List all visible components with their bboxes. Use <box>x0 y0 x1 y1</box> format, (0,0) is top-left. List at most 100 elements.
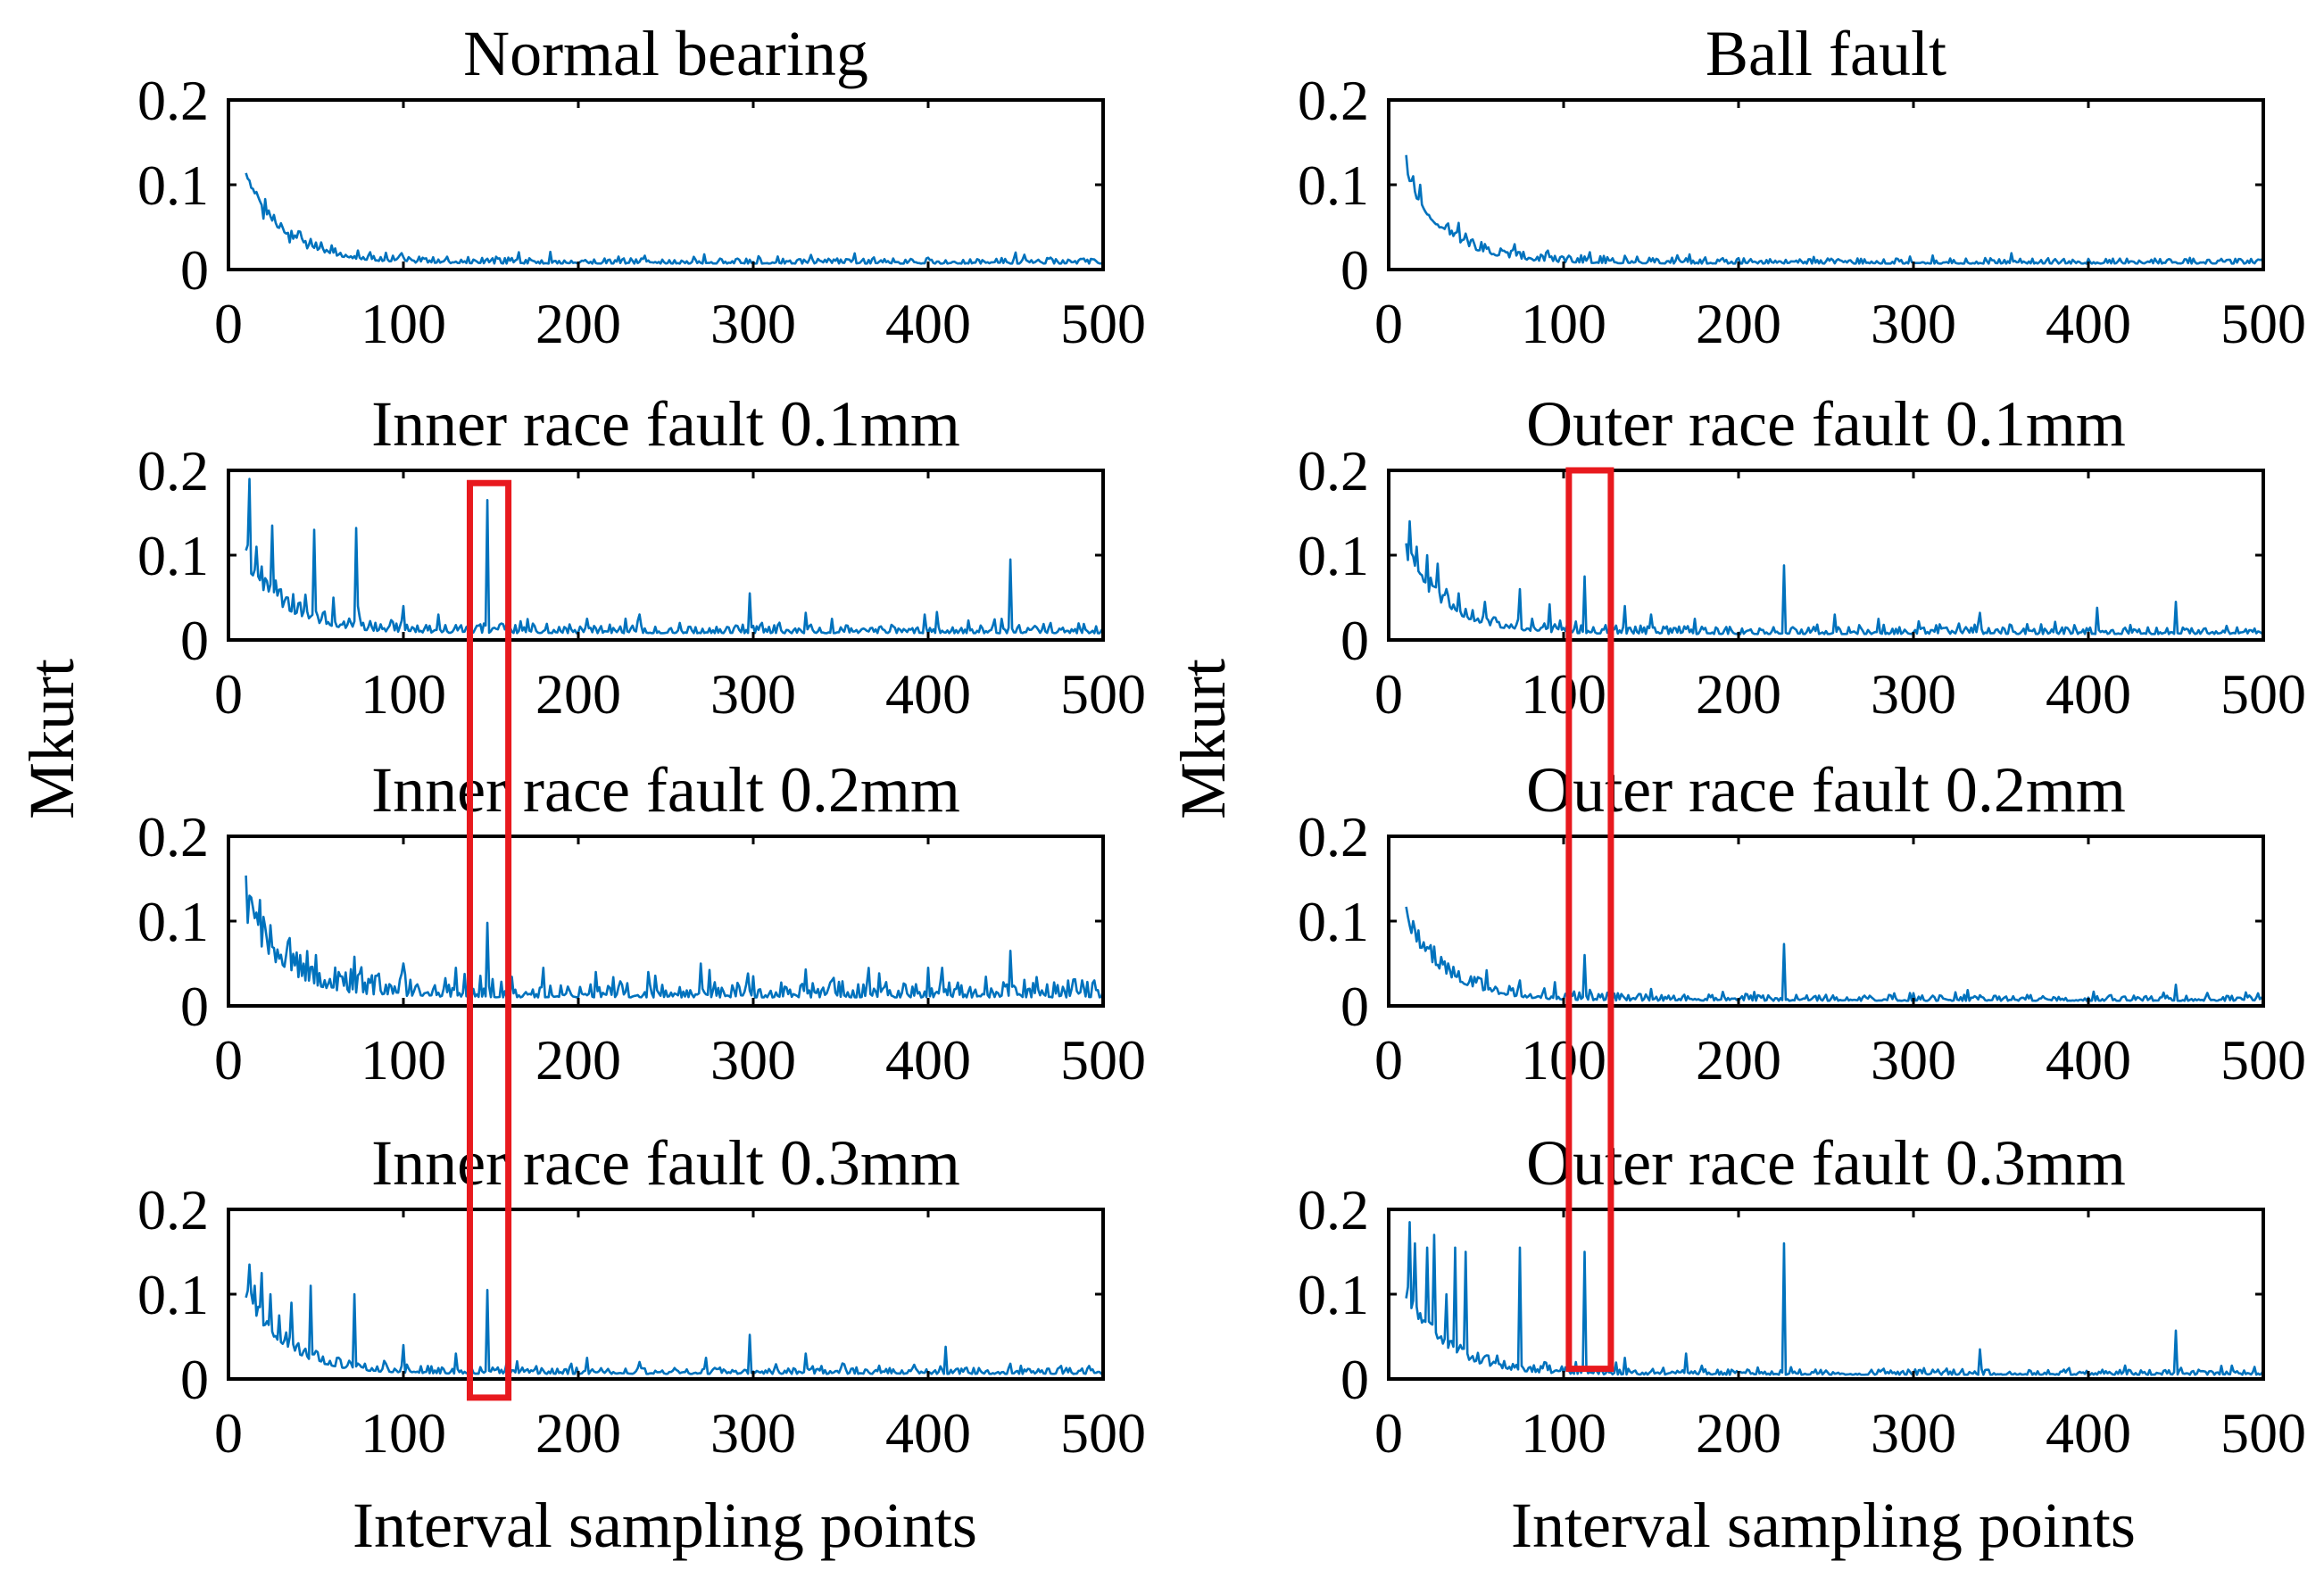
x-tick-label: 200 <box>1696 662 1781 726</box>
x-tick-label: 0 <box>214 1401 243 1465</box>
x-tick-label: 300 <box>710 1028 796 1092</box>
x-tick-label: 300 <box>710 292 796 355</box>
y-tick-label: 0.2 <box>137 69 209 132</box>
data-series-line <box>1405 154 2265 265</box>
x-tick-label: 0 <box>1374 292 1403 355</box>
x-tick-label: 500 <box>2220 1401 2306 1465</box>
data-series-line <box>1405 906 2265 1002</box>
x-tick-label: 200 <box>1696 1401 1781 1465</box>
data-series-line <box>245 172 1104 265</box>
y-tick-label: 0.2 <box>1298 805 1369 868</box>
right-ylabel: Mkurt <box>1167 659 1239 819</box>
x-tick-label: 400 <box>2046 662 2131 726</box>
subplot-outer01: Outer race fault 0.1mm 0 100 200 300 400 500 0 0… <box>1298 388 2306 726</box>
x-tick-label: 0 <box>1374 1401 1403 1465</box>
x-tick-label: 200 <box>1696 1028 1781 1092</box>
y-tick-label: 0.2 <box>1298 1178 1369 1242</box>
x-tick-label: 200 <box>535 292 621 355</box>
data-series-line <box>245 1263 1104 1375</box>
x-tick-label: 300 <box>1871 1401 1956 1465</box>
y-tick-label: 0 <box>180 238 209 302</box>
y-tick-label: 0.1 <box>137 890 209 953</box>
subplot-title: Inner race fault 0.1mm <box>371 388 960 460</box>
subplot-outer03: Outer race fault 0.3mm 0 100 200 300 400 500 0 0… <box>1298 1127 2306 1465</box>
x-tick-label: 100 <box>1521 1028 1606 1092</box>
y-tick-label: 0.2 <box>137 1178 209 1242</box>
y-tick-label: 0.1 <box>137 154 209 217</box>
subplot-inner01: Inner race fault 0.1mm 0 100 200 300 400 500 0 0… <box>137 388 1146 726</box>
highlight-boxes <box>466 467 1614 1401</box>
x-tick-label: 500 <box>1060 292 1146 355</box>
data-series-line <box>1405 1220 2265 1376</box>
x-tick-label: 100 <box>361 292 446 355</box>
y-tick-label: 0.1 <box>1298 524 1369 587</box>
y-tick-label: 0.1 <box>1298 890 1369 953</box>
y-tick-label: 0.1 <box>1298 1263 1369 1326</box>
subplot-title: Outer race fault 0.1mm <box>1526 388 2126 460</box>
x-tick-label: 200 <box>535 1401 621 1465</box>
x-tick-label: 100 <box>1521 292 1606 355</box>
x-tick-label: 500 <box>1060 662 1146 726</box>
y-tick-label: 0 <box>180 975 209 1038</box>
x-tick-label: 100 <box>361 1401 446 1465</box>
x-tick-label: 0 <box>214 662 243 726</box>
highlight-box-right <box>1565 467 1614 1373</box>
y-tick-label: 0 <box>1340 1348 1369 1411</box>
x-tick-label: 500 <box>2220 292 2306 355</box>
x-tick-label: 100 <box>361 1028 446 1092</box>
x-tick-label: 400 <box>2046 1401 2131 1465</box>
x-tick-label: 100 <box>1521 1401 1606 1465</box>
x-tick-label: 500 <box>1060 1401 1146 1465</box>
x-tick-label: 300 <box>1871 292 1956 355</box>
x-tick-label: 400 <box>2046 292 2131 355</box>
x-tick-label: 0 <box>1374 1028 1403 1092</box>
x-tick-label: 200 <box>535 1028 621 1092</box>
left-xlabel: Interval sampling points <box>353 1490 977 1561</box>
data-series-line <box>1405 519 2264 635</box>
y-tick-label: 0.2 <box>1298 439 1369 502</box>
y-tick-label: 0.1 <box>137 524 209 587</box>
subplot-title: Inner race fault 0.3mm <box>371 1127 960 1199</box>
subplot-ball: Ball fault 0 100 200 300 400 500 0 0.1 0.2 <box>1298 18 2306 355</box>
x-tick-label: 400 <box>885 662 971 726</box>
x-tick-label: 500 <box>2220 1028 2306 1092</box>
x-tick-label: 0 <box>214 292 243 355</box>
x-tick-label: 200 <box>1696 292 1781 355</box>
data-series-line <box>245 478 1105 635</box>
x-tick-label: 300 <box>710 662 796 726</box>
y-tick-label: 0.2 <box>137 439 209 502</box>
left-ylabel: Mkurt <box>16 659 87 819</box>
highlight-box-left <box>466 479 512 1401</box>
y-tick-label: 0.2 <box>137 805 209 868</box>
x-tick-label: 400 <box>2046 1028 2131 1092</box>
y-tick-label: 0.1 <box>1298 154 1369 217</box>
y-tick-label: 0.1 <box>137 1263 209 1326</box>
y-tick-label: 0 <box>1340 975 1369 1038</box>
x-tick-label: 400 <box>885 1028 971 1092</box>
x-tick-label: 400 <box>885 292 971 355</box>
x-tick-label: 0 <box>214 1028 243 1092</box>
right-xlabel: Interval sampling points <box>1511 1490 2136 1561</box>
x-tick-label: 100 <box>361 662 446 726</box>
x-tick-label: 300 <box>1871 1028 1956 1092</box>
x-tick-label: 300 <box>1871 662 1956 726</box>
subplot-outer02: Outer race fault 0.2mm 0 100 200 300 400 500 0 0… <box>1298 754 2306 1092</box>
x-tick-label: 500 <box>1060 1028 1146 1092</box>
x-tick-label: 200 <box>535 662 621 726</box>
x-tick-label: 400 <box>885 1401 971 1465</box>
subplot-title: Inner race fault 0.2mm <box>371 754 960 826</box>
x-tick-label: 500 <box>2220 662 2306 726</box>
x-tick-label: 100 <box>1521 662 1606 726</box>
y-tick-label: 0 <box>1340 609 1369 672</box>
subplot-normal: Normal bearing 0 100 200 300 400 500 0 0.1 0.2 <box>137 18 1146 355</box>
subplot-title: Ball fault <box>1706 18 1946 89</box>
subplot-title: Normal bearing <box>463 18 868 89</box>
x-tick-label: 300 <box>710 1401 796 1465</box>
data-series-line <box>245 875 1105 999</box>
subplot-title: Outer race fault 0.2mm <box>1526 754 2126 826</box>
x-tick-label: 0 <box>1374 662 1403 726</box>
subplot-title: Outer race fault 0.3mm <box>1526 1127 2126 1199</box>
y-tick-label: 0 <box>1340 238 1369 302</box>
y-tick-label: 0 <box>180 609 209 672</box>
